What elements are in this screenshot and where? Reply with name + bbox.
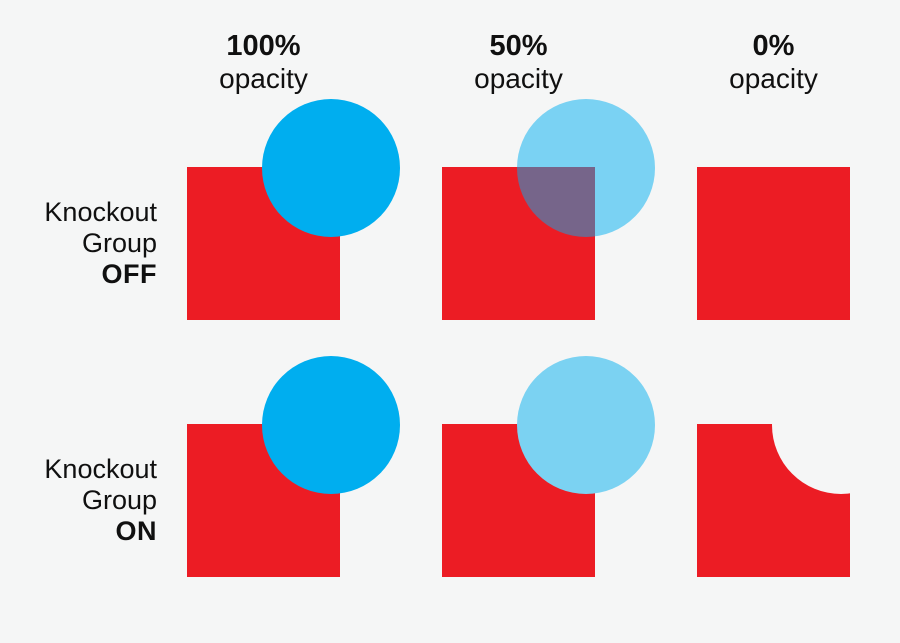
cell-knockout-off-50-opacity bbox=[442, 99, 655, 320]
row-label-line2: Group bbox=[81, 485, 157, 515]
row-label-state: OFF bbox=[101, 259, 157, 289]
cell-knockout-on-0-opacity bbox=[697, 356, 900, 577]
cell-knockout-off-0-opacity bbox=[697, 167, 850, 320]
blue-circle-50-knockout bbox=[517, 356, 655, 494]
opacity-label: opacity bbox=[729, 63, 818, 94]
opacity-value: 0% bbox=[752, 30, 795, 62]
cell-knockout-off-100-opacity bbox=[187, 99, 400, 320]
column-header-100-opacity: 100% opacity bbox=[157, 30, 370, 95]
blue-circle-100 bbox=[262, 99, 400, 237]
blue-circle-50-blended bbox=[517, 99, 655, 237]
red-square bbox=[697, 167, 850, 320]
row-label-line2: Group bbox=[81, 228, 157, 258]
row-label-knockout-group-off: Knockout Group OFF bbox=[0, 197, 157, 290]
blue-circle-100 bbox=[262, 356, 400, 494]
opacity-value: 50% bbox=[489, 30, 548, 62]
opacity-value: 100% bbox=[226, 30, 301, 62]
opacity-label: opacity bbox=[219, 63, 308, 94]
row-label-line1: Knockout bbox=[44, 454, 157, 484]
row-label-knockout-group-on: Knockout Group ON bbox=[0, 454, 157, 547]
row-label-state: ON bbox=[115, 516, 157, 546]
column-header-50-opacity: 50% opacity bbox=[412, 30, 625, 95]
cell-knockout-on-100-opacity bbox=[187, 356, 400, 577]
column-header-0-opacity: 0% opacity bbox=[667, 30, 880, 95]
knockout-bite-circle bbox=[772, 356, 900, 494]
row-label-line1: Knockout bbox=[44, 197, 157, 227]
opacity-label: opacity bbox=[474, 63, 563, 94]
cell-knockout-on-50-opacity bbox=[442, 356, 655, 577]
